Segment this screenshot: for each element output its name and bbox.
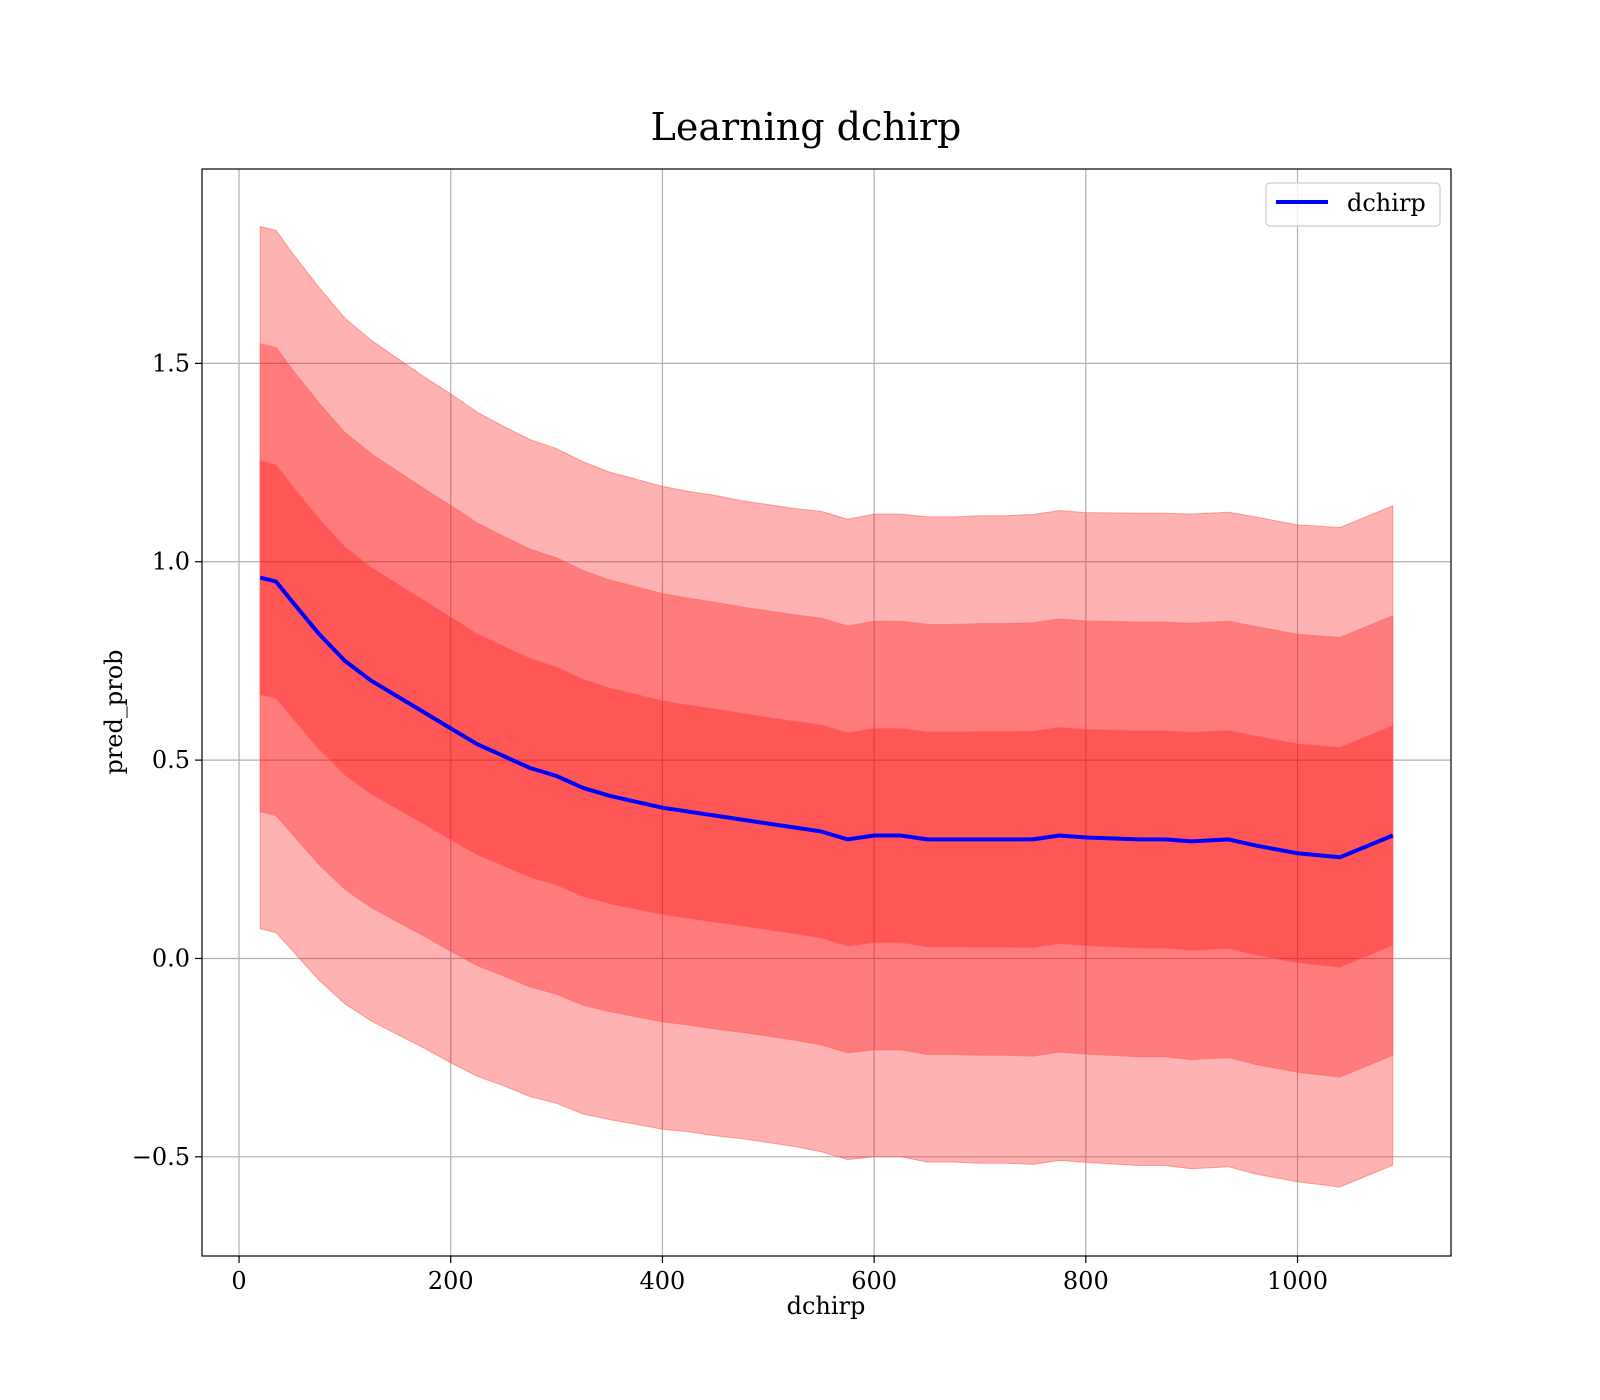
std-band-1sigma [259,459,1394,968]
plot-area-frame [201,168,1452,1257]
series-lines [259,575,1394,860]
x-tick-label: 800 [1063,1267,1109,1295]
y-axis-ticks: −0.5 0.0 0.5 1.0 1.5 [132,349,202,1171]
x-tick-label: 0 [231,1267,246,1295]
legend-box [1265,182,1441,227]
chart-title: Learning dchirp [651,105,962,149]
x-tick-label: 400 [640,1267,686,1295]
grid [202,169,1451,1256]
legend: dchirp [1265,182,1441,227]
y-tick-label: 0.5 [152,746,190,774]
series-line-dchirp [259,575,1394,860]
x-tick-label: 1000 [1267,1267,1328,1295]
y-tick-label: 1.0 [152,548,190,576]
x-axis-ticks: 0 200 400 600 800 1000 [231,1256,1328,1295]
y-axis-label: pred_prob [100,649,128,774]
y-tick-label: 1.5 [152,349,190,377]
y-tick-label: −0.5 [132,1143,190,1171]
std-bands [259,225,1394,1188]
y-tick-label: 0.0 [152,944,190,972]
x-axis-label: dchirp [787,1292,866,1320]
legend-label-dchirp: dchirp [1347,189,1426,217]
x-tick-label: 200 [428,1267,474,1295]
x-tick-label: 600 [851,1267,897,1295]
std-band-2sigma [259,342,1394,1078]
